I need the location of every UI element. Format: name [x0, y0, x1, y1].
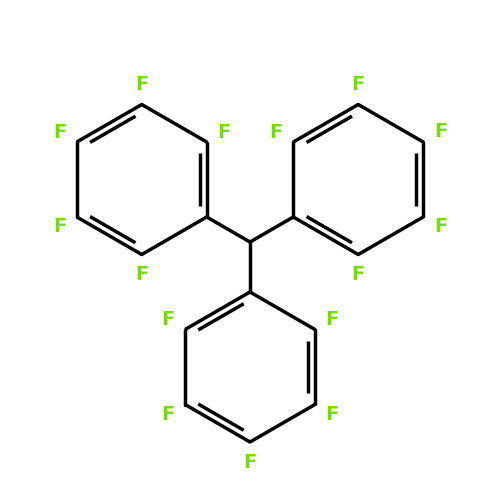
Text: F: F	[352, 75, 365, 94]
Text: F: F	[326, 310, 339, 329]
Text: F: F	[135, 75, 148, 94]
Text: F: F	[218, 122, 230, 142]
Text: F: F	[161, 405, 174, 424]
Text: F: F	[326, 405, 339, 424]
Text: F: F	[352, 265, 365, 284]
Text: F: F	[161, 310, 174, 329]
Text: F: F	[244, 452, 256, 471]
Text: F: F	[53, 122, 66, 142]
Text: F: F	[434, 218, 447, 236]
Text: F: F	[53, 218, 66, 236]
Text: F: F	[135, 265, 148, 284]
Text: F: F	[270, 122, 282, 142]
Text: F: F	[434, 122, 447, 142]
